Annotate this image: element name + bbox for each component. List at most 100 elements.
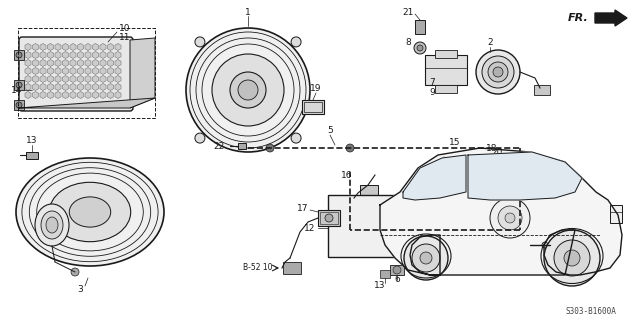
Bar	[438, 193, 447, 203]
Circle shape	[554, 240, 590, 276]
Text: 2: 2	[487, 37, 493, 46]
Circle shape	[186, 28, 310, 152]
Circle shape	[16, 52, 22, 58]
Text: 15: 15	[449, 138, 461, 147]
Text: 14: 14	[11, 85, 22, 94]
Ellipse shape	[16, 158, 164, 266]
Bar	[484, 162, 496, 172]
Bar	[444, 153, 460, 167]
Circle shape	[212, 54, 284, 126]
Circle shape	[488, 62, 508, 82]
Ellipse shape	[41, 211, 63, 239]
FancyBboxPatch shape	[19, 37, 133, 111]
Circle shape	[238, 80, 258, 100]
Circle shape	[291, 133, 301, 143]
Bar	[435, 190, 490, 208]
Bar	[26, 152, 38, 159]
Circle shape	[16, 82, 22, 88]
Text: 7: 7	[429, 77, 435, 86]
Polygon shape	[380, 148, 622, 275]
Bar	[493, 163, 501, 171]
Ellipse shape	[46, 217, 58, 233]
Bar	[283, 262, 301, 274]
Text: S303-B1600A: S303-B1600A	[565, 308, 616, 316]
Circle shape	[417, 45, 423, 51]
Bar	[360, 185, 378, 197]
Circle shape	[195, 37, 205, 47]
Text: 13: 13	[26, 135, 38, 145]
Circle shape	[195, 133, 205, 143]
Polygon shape	[468, 152, 582, 200]
Circle shape	[266, 144, 274, 152]
Bar	[238, 143, 246, 149]
Circle shape	[505, 213, 515, 223]
Text: 18: 18	[486, 143, 498, 153]
Text: 9: 9	[429, 87, 435, 97]
Circle shape	[498, 206, 522, 230]
Text: 21: 21	[403, 7, 413, 17]
Circle shape	[230, 72, 266, 108]
Circle shape	[16, 102, 22, 108]
Text: 20: 20	[492, 148, 502, 156]
Bar	[14, 50, 24, 60]
Bar	[380, 270, 390, 278]
Polygon shape	[403, 155, 466, 200]
Bar	[610, 205, 622, 223]
Text: FR.: FR.	[568, 13, 589, 23]
Bar	[14, 100, 24, 110]
Circle shape	[346, 144, 354, 152]
Circle shape	[490, 198, 530, 238]
Circle shape	[544, 230, 600, 286]
Text: 10: 10	[119, 23, 131, 33]
Bar	[477, 193, 486, 203]
Text: 4: 4	[437, 171, 443, 180]
Circle shape	[291, 37, 301, 47]
Bar	[390, 265, 404, 275]
Bar	[415, 20, 425, 34]
Ellipse shape	[69, 197, 111, 227]
Circle shape	[516, 226, 524, 234]
Text: 19: 19	[310, 84, 322, 92]
Text: 6: 6	[394, 276, 400, 284]
Text: 5: 5	[327, 125, 333, 134]
Bar	[480, 158, 500, 176]
Bar	[435, 50, 457, 58]
Text: 22: 22	[214, 141, 225, 150]
Bar	[302, 100, 324, 114]
Text: B-52 10: B-52 10	[243, 263, 272, 273]
Circle shape	[564, 250, 580, 266]
Circle shape	[325, 214, 333, 222]
Text: 11: 11	[119, 33, 131, 42]
Bar	[425, 55, 467, 85]
Text: 16: 16	[340, 171, 352, 180]
Circle shape	[420, 252, 432, 264]
Circle shape	[346, 226, 354, 234]
Circle shape	[393, 266, 401, 274]
Text: 13: 13	[374, 281, 386, 290]
Circle shape	[482, 56, 514, 88]
Bar	[318, 210, 340, 226]
Ellipse shape	[49, 182, 131, 242]
Circle shape	[493, 67, 503, 77]
Bar	[14, 80, 24, 90]
Text: 12: 12	[304, 223, 316, 233]
Circle shape	[412, 244, 440, 272]
Bar	[320, 212, 338, 224]
FancyArrow shape	[595, 10, 627, 26]
Text: 17: 17	[296, 204, 308, 212]
Bar	[435, 85, 457, 93]
Bar	[534, 85, 550, 95]
Ellipse shape	[35, 204, 69, 246]
Bar	[304, 102, 322, 112]
Circle shape	[71, 268, 79, 276]
Text: 1: 1	[245, 7, 251, 17]
Circle shape	[414, 42, 426, 54]
Circle shape	[542, 242, 548, 248]
Text: 8: 8	[405, 37, 411, 46]
Polygon shape	[130, 38, 155, 108]
Bar	[328, 195, 418, 257]
Text: 3: 3	[77, 285, 83, 294]
Circle shape	[476, 50, 520, 94]
Polygon shape	[18, 98, 155, 108]
Bar	[430, 185, 495, 235]
